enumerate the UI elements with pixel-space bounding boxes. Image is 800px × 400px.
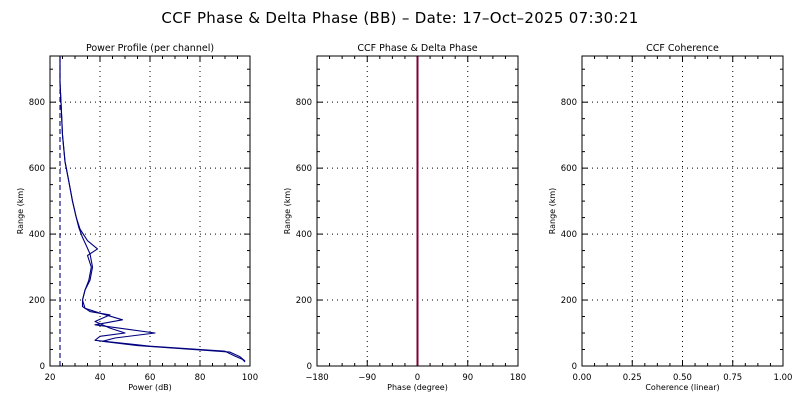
- x-tick-label: −180: [305, 373, 328, 383]
- y-tick-label: 200: [296, 296, 312, 306]
- y-tick-label: 400: [29, 230, 45, 240]
- x-axis-label: Coherence (linear): [645, 383, 719, 392]
- y-tick-label: 800: [296, 98, 312, 108]
- x-tick-label: 60: [145, 373, 156, 383]
- power-profile-panel: 20 40 60 80 100 0 200 400 600 800 Power Profile (p…: [16, 43, 258, 392]
- y-tick-label: 200: [29, 296, 45, 306]
- coherence-panel: 0.00 0.25 0.50 0.75 1.00 0 200 400 600 800 CCF Coh…: [548, 43, 792, 392]
- y-tick-label: 600: [561, 164, 577, 174]
- x-tick-label: 90: [462, 373, 473, 383]
- plot-frame: [49, 55, 251, 367]
- panel-title: Power Profile (per channel): [86, 43, 214, 54]
- x-tick-label: 100: [242, 373, 258, 383]
- y-tick-label: 600: [296, 164, 312, 174]
- x-tick-label: −90: [358, 373, 376, 383]
- power-profile-series-1: [59, 56, 246, 362]
- x-tick-label: 180: [510, 373, 526, 383]
- x-tick-label: 20: [45, 373, 56, 383]
- panel-title: CCF Coherence: [646, 43, 719, 54]
- phase-panel: −180 −90 0 90 180 0 200 400 600 800 CCF Phase & De…: [283, 43, 526, 392]
- x-tick-label: 0.50: [673, 373, 692, 383]
- x-tick-label: 1.00: [774, 373, 793, 383]
- x-tick-label: 0.25: [623, 373, 642, 383]
- panel-title: CCF Phase & Delta Phase: [357, 43, 477, 54]
- y-tick-label: 800: [561, 98, 577, 108]
- x-tick-label: 0: [415, 373, 420, 383]
- x-tick-label: 40: [95, 373, 106, 383]
- y-tick-label: 800: [29, 98, 45, 108]
- y-tick-label: 400: [561, 230, 577, 240]
- y-tick-label: 400: [296, 230, 312, 240]
- y-tick-label: 600: [29, 164, 45, 174]
- y-tick-label: 0: [40, 362, 45, 372]
- x-tick-label: 0.00: [573, 373, 592, 383]
- power-profile-series-0: [59, 56, 246, 363]
- y-axis-label: Range (km): [16, 188, 25, 235]
- x-axis-label: Phase (degree): [387, 383, 448, 392]
- y-tick-label: 0: [572, 362, 577, 372]
- y-axis-label: Range (km): [283, 188, 292, 235]
- y-axis-label: Range (km): [548, 188, 557, 235]
- y-tick-label: 0: [307, 362, 312, 372]
- x-tick-label: 80: [195, 373, 206, 383]
- plot-frame: [581, 55, 784, 367]
- plot-frame: [316, 55, 519, 367]
- x-axis-label: Power (dB): [128, 383, 172, 392]
- x-tick-label: 0.75: [723, 373, 742, 383]
- main-title: CCF Phase & Delta Phase (BB) – Date: 17–…: [161, 9, 639, 27]
- y-tick-label: 200: [561, 296, 577, 306]
